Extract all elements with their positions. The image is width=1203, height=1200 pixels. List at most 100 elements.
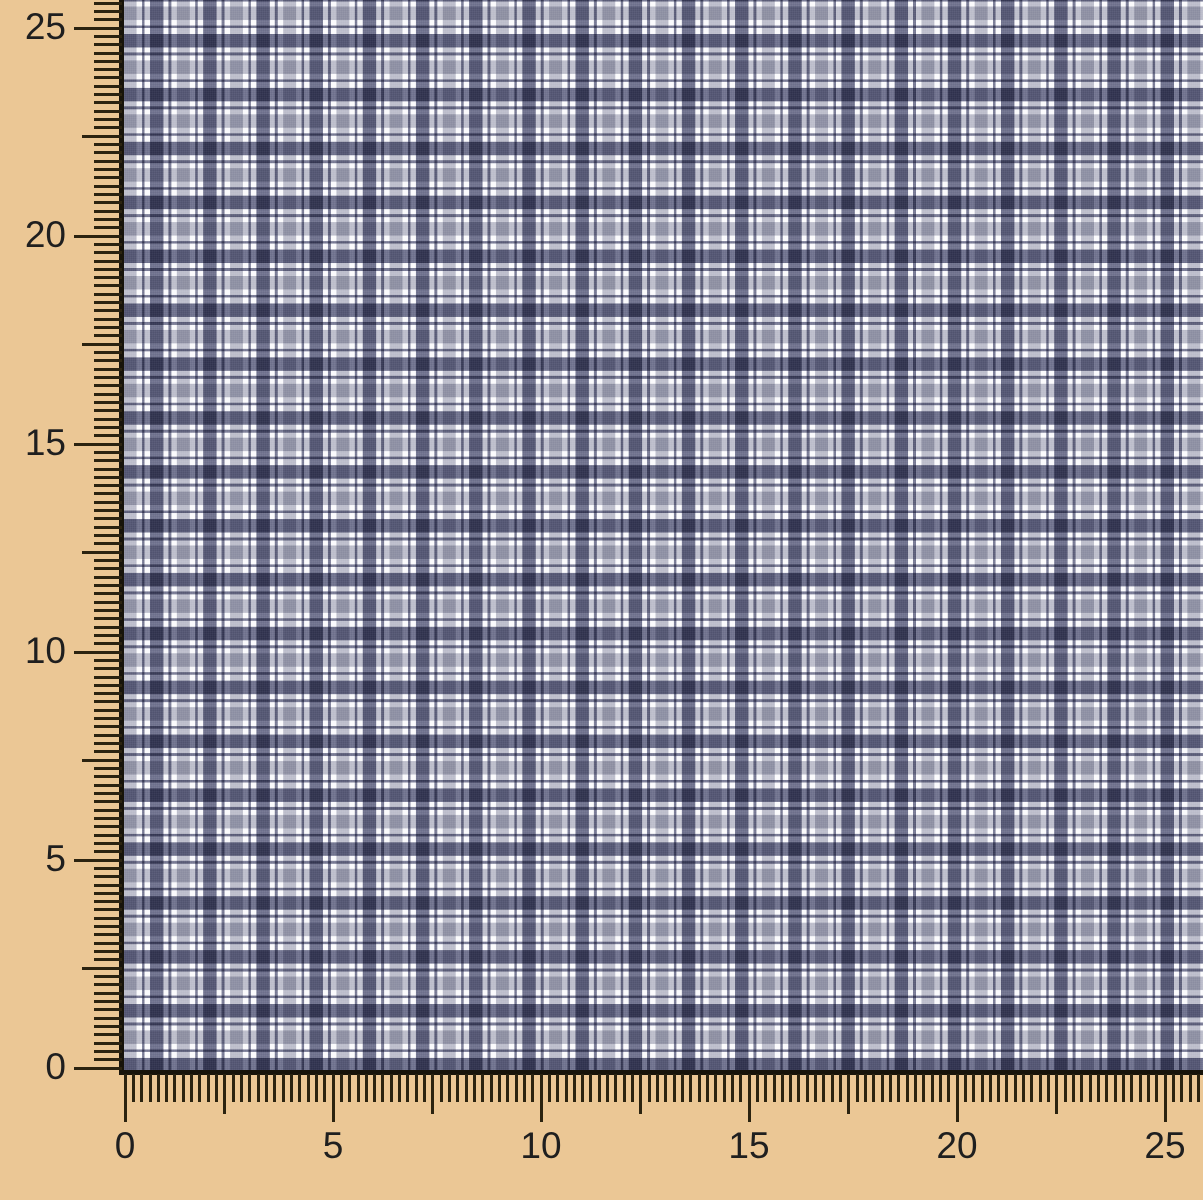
ruler-tick xyxy=(74,26,122,30)
ruler-tick xyxy=(331,1074,335,1122)
ruler-tick xyxy=(94,201,122,205)
ruler-tick xyxy=(423,1074,426,1102)
ruler-tick xyxy=(256,1074,260,1102)
ruler-tick xyxy=(94,999,122,1003)
ruler-tick xyxy=(589,1074,593,1102)
ruler-tick xyxy=(94,733,122,737)
ruler-tick xyxy=(448,1074,451,1102)
ruler-tick xyxy=(94,192,122,196)
ruler-tick xyxy=(373,1074,377,1102)
ruler-tick xyxy=(82,134,122,138)
ruler-tick xyxy=(94,284,122,288)
ruler-tick xyxy=(94,767,122,770)
ruler-tick xyxy=(972,1074,976,1102)
ruler-tick xyxy=(94,600,122,604)
ruler-tick xyxy=(730,1074,734,1102)
ruler-tick xyxy=(94,1058,122,1062)
ruler-tick xyxy=(94,159,122,163)
ruler-tick xyxy=(1155,1074,1159,1102)
ruler-tick xyxy=(880,1074,884,1102)
ruler-tick xyxy=(805,1074,809,1102)
ruler-tick xyxy=(1096,1074,1100,1102)
ruler-tick xyxy=(94,84,122,88)
ruler-tick xyxy=(531,1074,535,1102)
ruler-tick xyxy=(1146,1074,1150,1102)
ruler-tick xyxy=(94,667,122,671)
ruler-tick xyxy=(94,559,122,562)
ruler-tick xyxy=(94,642,122,646)
ruler-tick xyxy=(94,1041,122,1045)
ruler-number: 5 xyxy=(322,1125,344,1166)
ruler-tick xyxy=(94,251,122,255)
ruler-tick xyxy=(94,750,122,754)
ruler-tick xyxy=(94,791,122,795)
ruler-tick xyxy=(94,608,122,612)
ruler-tick xyxy=(456,1074,460,1102)
ruler-tick xyxy=(94,625,122,629)
ruler-tick xyxy=(1188,1074,1192,1102)
ruler-tick xyxy=(94,708,122,712)
ruler-tick xyxy=(780,1074,784,1102)
ruler-tick xyxy=(94,700,122,704)
ruler-tick xyxy=(173,1074,177,1102)
ruler-tick xyxy=(273,1074,277,1102)
ruler-number: 20 xyxy=(936,1125,978,1166)
ruler-number: 25 xyxy=(1144,1125,1186,1166)
ruler-tick xyxy=(1138,1074,1142,1102)
ruler-tick xyxy=(94,808,122,812)
ruler-number: 10 xyxy=(520,1125,562,1166)
ruler-tick xyxy=(82,966,122,970)
ruler-tick xyxy=(94,933,122,937)
ruler-tick xyxy=(922,1074,926,1102)
ruler-tick xyxy=(913,1074,917,1102)
ruler-tick xyxy=(94,375,122,379)
ruler-tick xyxy=(94,1049,122,1053)
ruler-tick xyxy=(94,891,122,895)
ruler-tick xyxy=(306,1074,310,1102)
ruler-tick xyxy=(94,9,122,13)
ruler-tick xyxy=(94,259,122,263)
ruler-tick xyxy=(847,1074,851,1114)
ruler-tick xyxy=(572,1074,576,1102)
ruler-tick xyxy=(514,1074,518,1102)
ruler-tick xyxy=(1005,1074,1009,1102)
ruler-tick xyxy=(94,417,122,421)
ruler-tick xyxy=(1196,1074,1200,1102)
ruler-tick xyxy=(855,1074,859,1102)
ruler-tick xyxy=(94,509,122,513)
ruler-tick xyxy=(94,68,122,72)
ruler-tick xyxy=(639,1074,643,1114)
ruler-tick xyxy=(240,1074,243,1102)
ruler-tick xyxy=(148,1074,152,1102)
ruler-tick xyxy=(614,1074,618,1102)
ruler-tick xyxy=(289,1074,293,1102)
ruler-tick xyxy=(431,1074,435,1114)
ruler-tick xyxy=(94,975,122,978)
plaid-fabric-swatch xyxy=(124,0,1203,1072)
ruler-tick xyxy=(94,800,122,804)
ruler-tick xyxy=(314,1074,318,1102)
ruler-tick xyxy=(739,1074,743,1102)
ruler-tick xyxy=(1063,1074,1067,1102)
ruler-tick xyxy=(94,542,122,546)
ruler-tick xyxy=(94,292,122,296)
ruler-tick xyxy=(94,167,122,171)
ruler-tick xyxy=(94,151,122,155)
ruler-tick xyxy=(381,1074,385,1102)
ruler-tick xyxy=(94,775,122,779)
ruler-tick xyxy=(231,1074,235,1102)
ruler-tick xyxy=(539,1074,543,1122)
ruler-tick xyxy=(94,118,122,121)
ruler-tick xyxy=(215,1074,218,1102)
ruler-tick xyxy=(94,409,122,413)
ruler-tick xyxy=(714,1074,718,1102)
ruler-tick xyxy=(94,467,122,471)
ruler-tick xyxy=(264,1074,268,1102)
ruler-tick xyxy=(94,434,122,438)
ruler-tick xyxy=(772,1074,776,1102)
ruler-tick xyxy=(631,1074,634,1102)
ruler-tick xyxy=(1121,1074,1125,1102)
ruler-tick xyxy=(206,1074,210,1102)
ruler-tick xyxy=(94,51,122,55)
ruler-tick xyxy=(1180,1074,1184,1102)
